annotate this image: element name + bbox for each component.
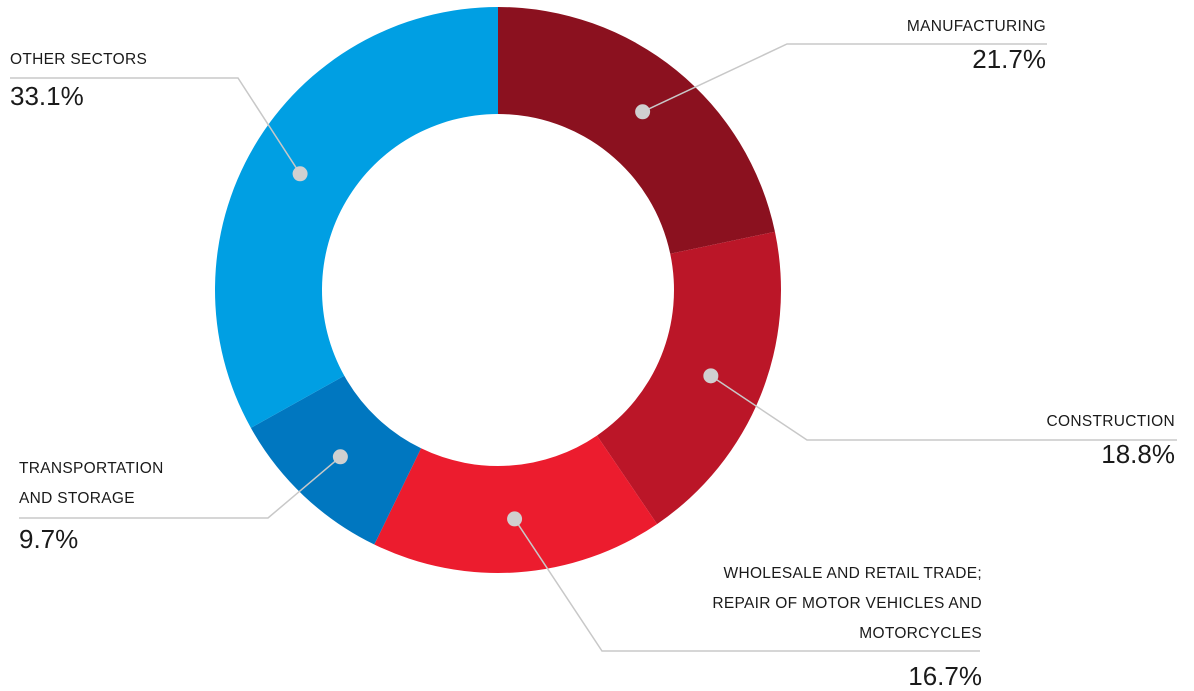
- slice-name-manufacturing: MANUFACTURING: [906, 18, 1046, 35]
- slice-name-wholesale-line2: REPAIR OF MOTOR VEHICLES AND: [712, 595, 982, 612]
- slice-value-construction: 18.8%: [1101, 439, 1175, 469]
- slice-name-wholesale-line3: MOTORCYCLES: [859, 625, 982, 642]
- marker-dot-construction: [703, 368, 719, 384]
- slice-manufacturing: [498, 7, 775, 254]
- slice-name-other-sectors: OTHER SECTORS: [10, 51, 148, 68]
- label-wholesale-retail: WHOLESALE AND RETAIL TRADE; REPAIR OF MO…: [712, 559, 982, 691]
- marker-dot-other-sectors: [292, 166, 308, 182]
- slice-wholesale-retail: [374, 435, 658, 573]
- leader-line-wholesale-retail: [513, 518, 980, 652]
- label-transportation-storage: TRANSPORTATION AND STORAGE 9.7%: [19, 454, 164, 554]
- slice-construction: [596, 231, 781, 525]
- label-other-sectors: OTHER SECTORS 33.1%: [10, 45, 147, 111]
- slice-name-transportation-line1: TRANSPORTATION: [19, 460, 164, 477]
- slice-name-transportation-line2: AND STORAGE: [19, 490, 135, 507]
- leader-lines-group: [10, 43, 1177, 652]
- marker-dot-manufacturing: [635, 104, 651, 120]
- label-construction: CONSTRUCTION 18.8%: [1047, 407, 1175, 469]
- slice-value-transportation-storage: 9.7%: [19, 524, 79, 554]
- marker-dot-wholesale-retail: [507, 511, 523, 527]
- leader-line-manufacturing: [642, 43, 1047, 113]
- label-manufacturing: MANUFACTURING 21.7%: [907, 12, 1046, 74]
- slice-name-wholesale-line1: WHOLESALE AND RETAIL TRADE;: [723, 565, 982, 582]
- leader-line-other-sectors: [10, 77, 301, 175]
- marker-dot-transportation-storage: [332, 449, 348, 465]
- slice-value-wholesale-retail: 16.7%: [908, 661, 982, 691]
- leader-line-construction: [710, 375, 1177, 441]
- slice-value-other-sectors: 33.1%: [10, 81, 84, 111]
- slice-value-manufacturing: 21.7%: [972, 44, 1046, 74]
- slice-other-sectors: [215, 7, 498, 428]
- slices-group: [215, 7, 781, 573]
- leader-line-transportation-storage: [19, 456, 341, 519]
- slice-name-construction: CONSTRUCTION: [1046, 413, 1175, 430]
